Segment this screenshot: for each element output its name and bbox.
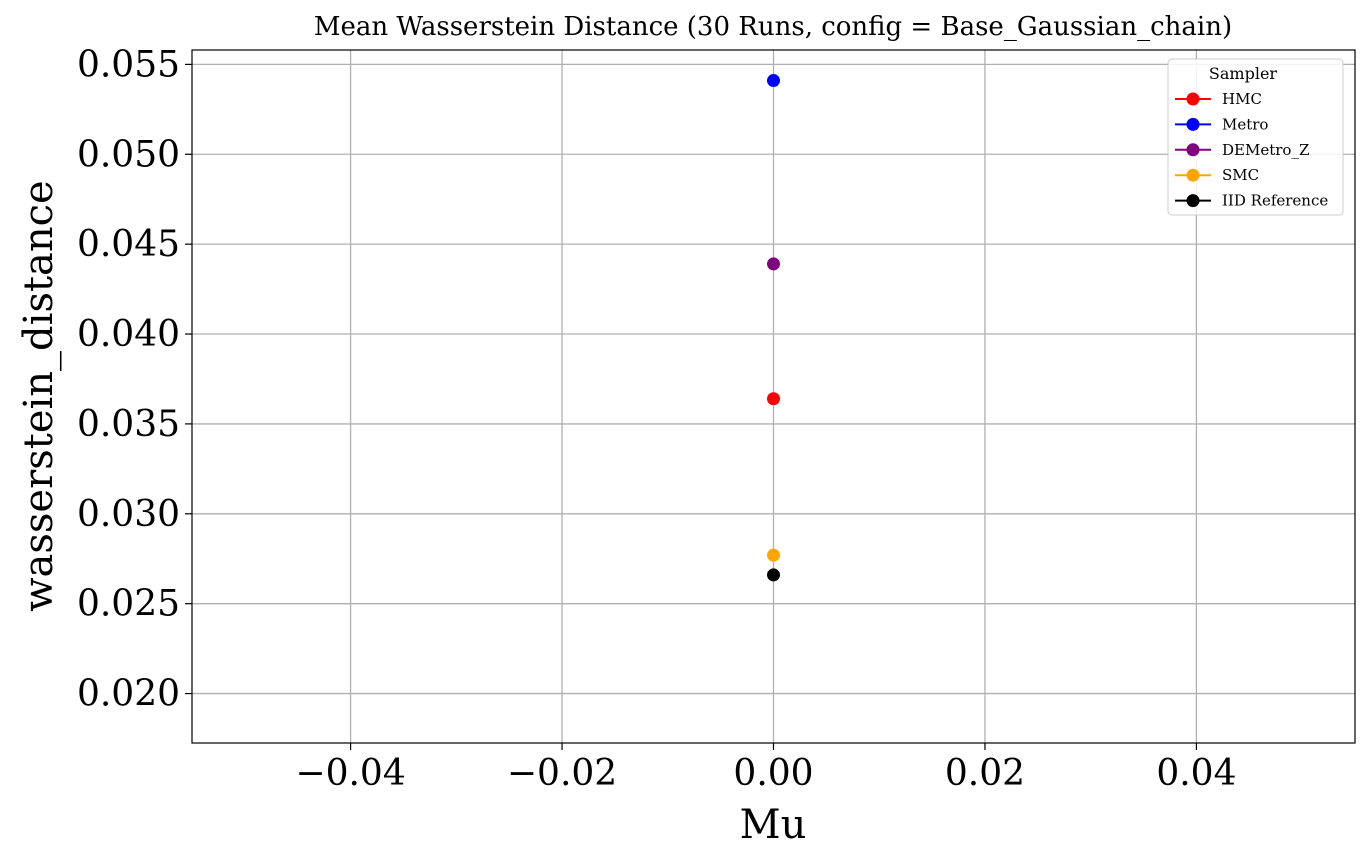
y-tick-label: 0.020	[77, 674, 180, 715]
grid	[192, 50, 1355, 743]
y-tick-label: 0.025	[77, 584, 180, 625]
y-tick-label: 0.050	[77, 134, 180, 175]
x-tick-label: −0.02	[507, 753, 617, 794]
x-tick-label: 0.00	[733, 753, 813, 794]
data-point-iid-reference	[767, 568, 780, 582]
data-point-hmc	[767, 392, 780, 406]
y-tick-label: 0.055	[77, 44, 180, 85]
x-axis-label: Mu	[740, 802, 807, 848]
legend-marker	[1186, 194, 1200, 208]
legend: Sampler HMC Metro DEMetro_Z SMC IID Referenc…	[1167, 58, 1344, 216]
tick-marks	[185, 63, 1198, 750]
data-point-metro	[767, 74, 780, 88]
legend-title: Sampler	[1209, 64, 1278, 83]
data-point-smc	[767, 548, 780, 562]
y-tick-label: 0.030	[77, 494, 180, 535]
y-tick-label: 0.040	[77, 314, 180, 355]
legend-entry-label: IID Reference	[1222, 192, 1328, 210]
legend-entry-label: SMC	[1222, 166, 1259, 184]
chart-title: Mean Wasserstein Distance (30 Runs, conf…	[314, 12, 1232, 42]
y-tick-label: 0.035	[77, 404, 180, 445]
legend-marker	[1186, 117, 1200, 131]
legend-entry-label: DEMetro_Z	[1222, 141, 1309, 159]
legend-marker	[1186, 168, 1200, 182]
data-points	[767, 74, 780, 582]
legend-entry-label: HMC	[1222, 90, 1262, 108]
legend-entry-label: Metro	[1222, 115, 1268, 133]
x-tick-label: 0.02	[945, 753, 1025, 794]
x-tick-label: −0.04	[295, 753, 405, 794]
legend-marker	[1186, 92, 1200, 106]
x-tick-label: 0.04	[1156, 753, 1236, 794]
legend-box	[1167, 58, 1344, 216]
data-point-demetro-z	[767, 257, 780, 271]
legend-marker	[1186, 143, 1200, 157]
y-axis-label: wasserstein_distance	[16, 180, 62, 611]
y-tick-label: 0.045	[77, 224, 180, 265]
